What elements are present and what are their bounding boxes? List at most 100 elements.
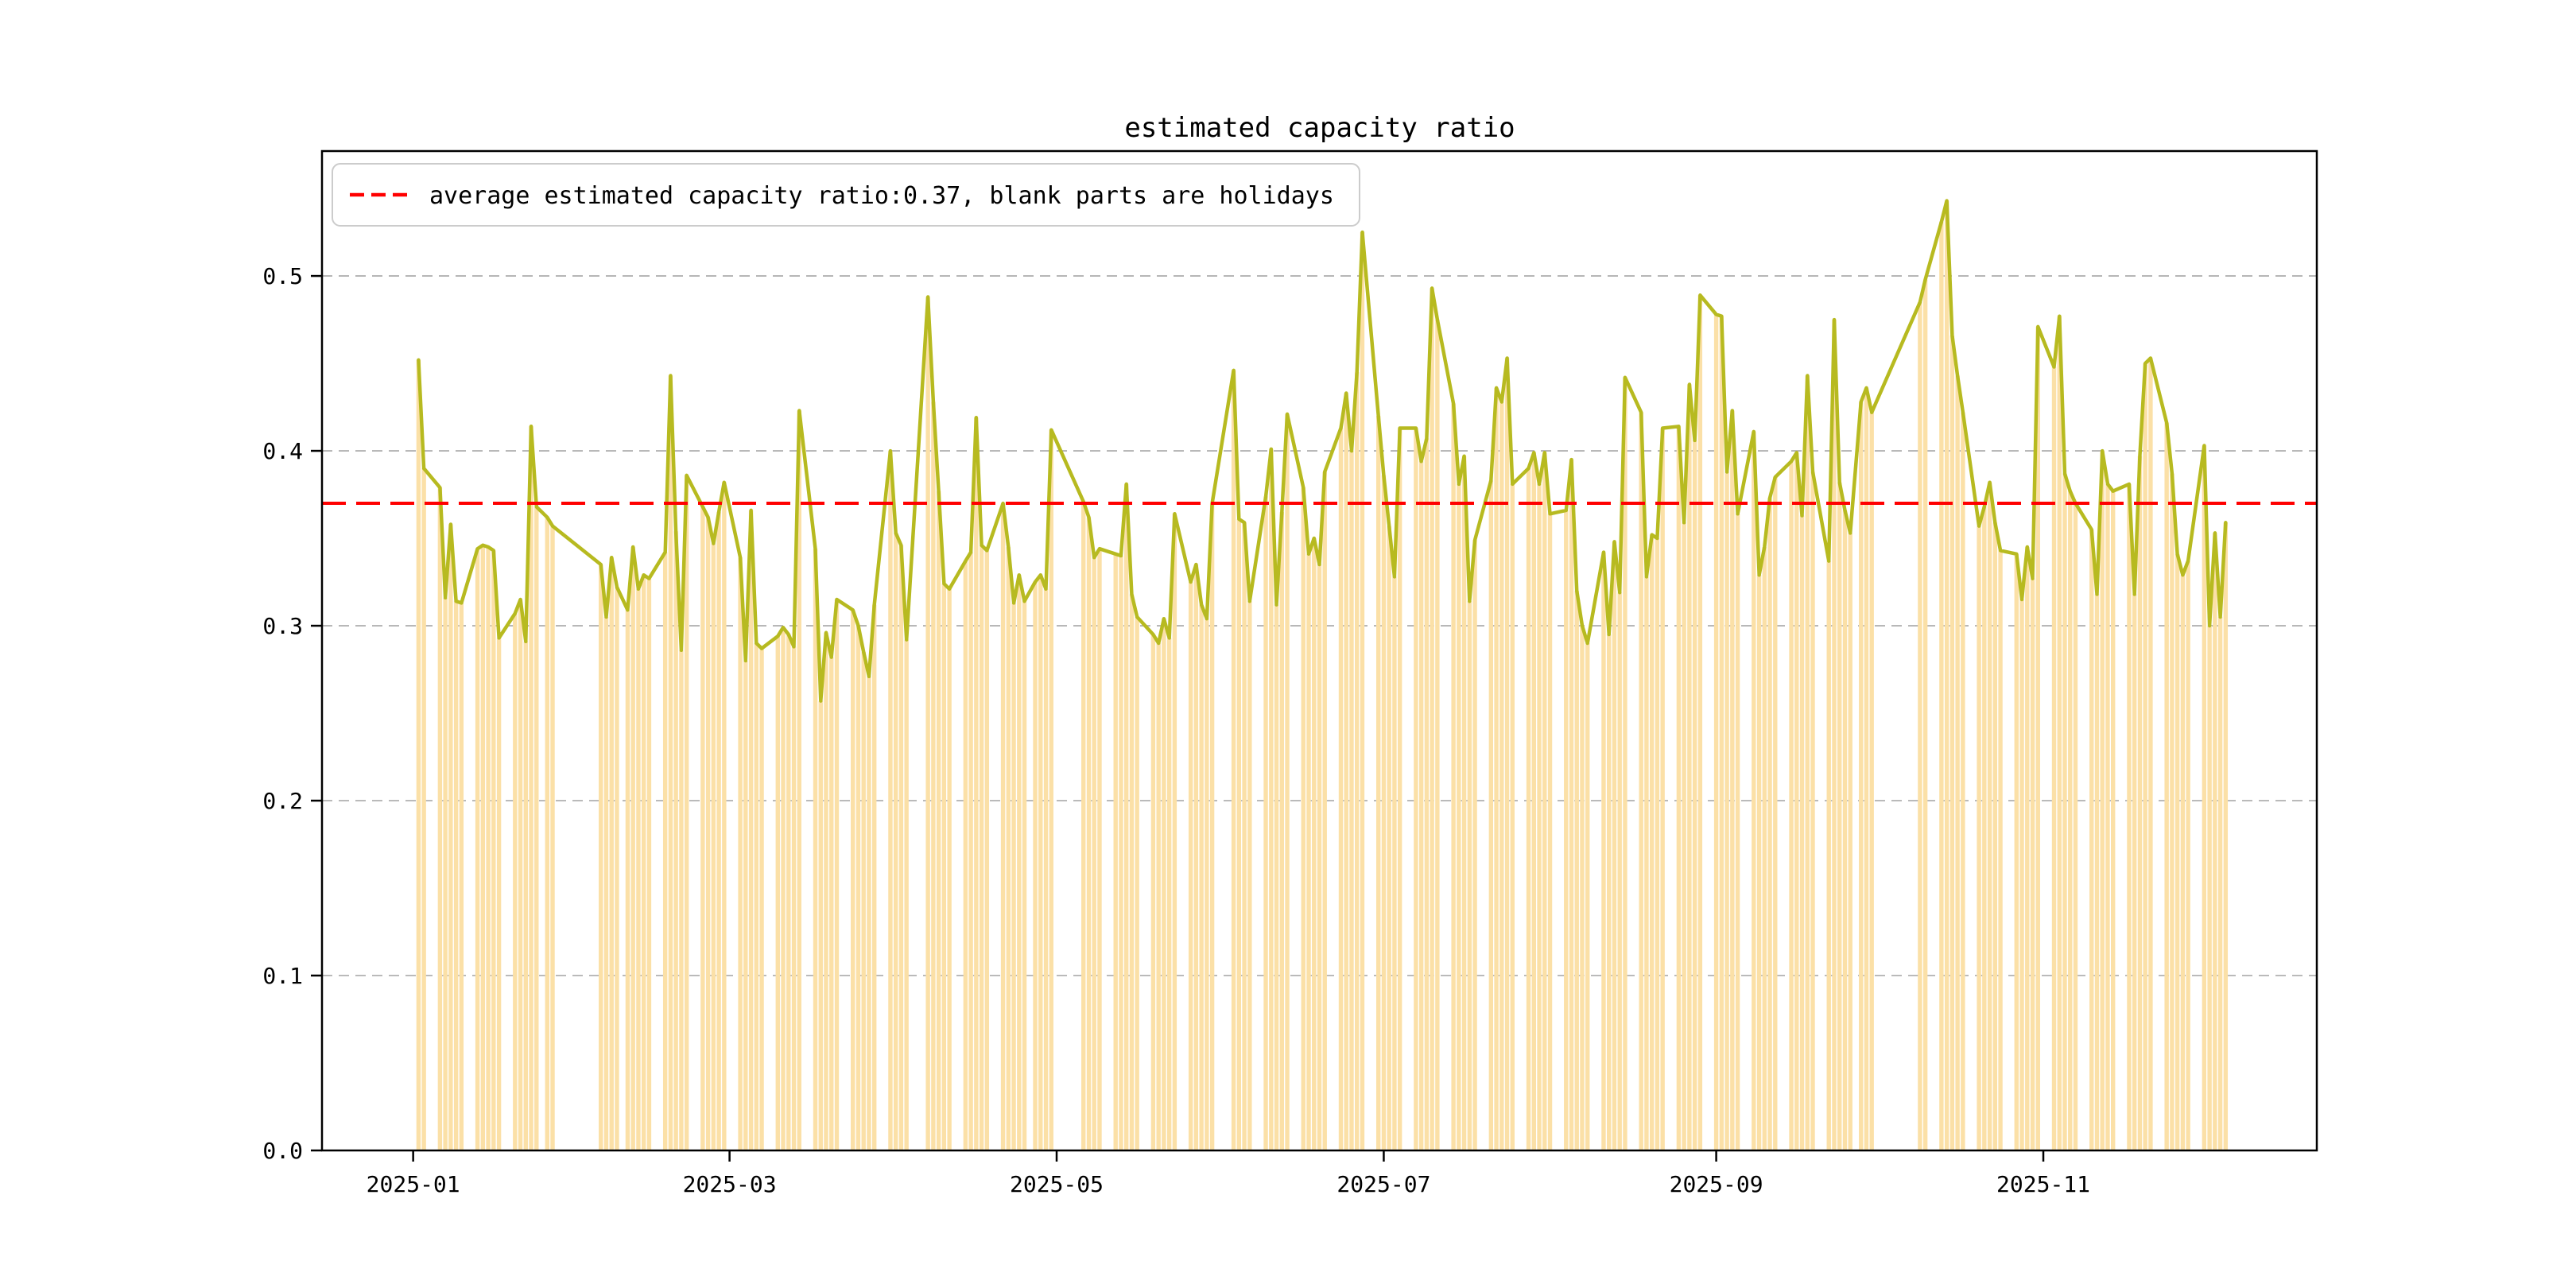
y-tick-label: 0.0 [262, 1138, 303, 1164]
legend: average estimated capacity ratio:0.37, b… [332, 163, 1360, 227]
workday-bar [2051, 367, 2057, 1150]
workday-bar [759, 648, 764, 1150]
workday-bar [1092, 557, 1096, 1150]
workday-bar [1123, 483, 1129, 1150]
workday-bar [2019, 599, 2024, 1150]
workday-bar [1242, 522, 1247, 1150]
workday-bar [1247, 601, 1252, 1150]
workday-bar [775, 636, 780, 1150]
workday-bar [2111, 491, 2116, 1150]
workday-bar [1789, 461, 1794, 1150]
workday-bar [480, 545, 486, 1150]
workday-bar [861, 652, 866, 1150]
axes-spines [320, 149, 2318, 1152]
workday-bar [486, 547, 491, 1150]
workday-bar [871, 604, 877, 1150]
workday-bar [1939, 221, 1944, 1151]
workday-bar [700, 506, 705, 1150]
workday-bar [1397, 428, 1402, 1150]
workday-bar [791, 646, 797, 1150]
workday-bar [1236, 518, 1242, 1150]
workday-bar [1011, 603, 1016, 1150]
workday-bar [662, 552, 668, 1150]
workday-bar [1730, 410, 1735, 1150]
workday-bar [705, 517, 711, 1150]
workday-bar [2180, 575, 2186, 1150]
workday-bar [1848, 533, 1852, 1150]
workday-bar [941, 584, 947, 1150]
workday-bar [1113, 553, 1118, 1150]
workday-bar [1199, 604, 1204, 1150]
workday-bar [1461, 456, 1467, 1150]
x-tick-label: 2025-09 [1670, 1171, 1763, 1197]
workday-bar [1649, 534, 1655, 1150]
workday-bar [1451, 403, 1456, 1150]
workday-bar [1209, 503, 1215, 1150]
workday-bar [673, 531, 678, 1150]
workday-bar [904, 639, 909, 1150]
workday-bar [931, 402, 936, 1150]
workday-bar [2105, 483, 2110, 1150]
workday-bar [743, 661, 748, 1150]
holiday-workday-bars-group [416, 200, 2229, 1151]
workday-bar [1719, 316, 1724, 1151]
workday-bar [1987, 482, 1992, 1150]
workday-bar [1338, 428, 1344, 1150]
workday-bar [1724, 471, 1729, 1150]
workday-bar [529, 426, 533, 1150]
workday-bar [2127, 483, 2132, 1150]
workday-bar [2217, 617, 2223, 1150]
workday-bar [1612, 541, 1617, 1150]
workday-bar [2143, 363, 2147, 1150]
workday-bar [1585, 643, 1590, 1150]
workday-bar [851, 610, 855, 1150]
workday-bar [786, 634, 791, 1150]
workday-bar [2148, 358, 2153, 1151]
workday-bar [1569, 460, 1574, 1150]
workday-bar [1644, 576, 1649, 1150]
x-tick-label: 2025-11 [1996, 1171, 2090, 1197]
workday-bar [947, 588, 952, 1150]
workday-bar [1360, 232, 1365, 1151]
workday-bar [1504, 358, 1510, 1151]
workday-bar [936, 491, 941, 1150]
workday-bar [716, 512, 721, 1150]
workday-bar [1033, 582, 1038, 1150]
workday-bar [867, 676, 871, 1150]
workday-bar [1955, 375, 1960, 1150]
workday-bar [1097, 549, 1102, 1150]
workday-bar [898, 545, 904, 1150]
workday-bar [925, 297, 930, 1151]
workday-bar [1188, 582, 1193, 1150]
workday-bar [625, 610, 630, 1150]
workday-bar [1607, 634, 1612, 1150]
workday-bar [1049, 429, 1053, 1150]
workday-bar [2014, 553, 2019, 1150]
workday-bar [609, 557, 614, 1150]
workday-bar [2164, 422, 2169, 1150]
workday-bar [1601, 552, 1606, 1150]
workday-bar [1864, 387, 1869, 1150]
workday-bar [984, 550, 990, 1150]
workday-bar [1269, 448, 1274, 1150]
workday-bar [646, 578, 652, 1150]
workday-bar [1992, 522, 1998, 1150]
workday-bar [416, 359, 421, 1150]
workday-bar [1038, 575, 1043, 1150]
workday-bar [1682, 522, 1686, 1150]
workday-bar [2223, 522, 2229, 1150]
workday-bar [1692, 440, 1697, 1150]
workday-bar [1150, 634, 1156, 1150]
workday-bar [1017, 575, 1022, 1150]
workday-bar [1735, 514, 1740, 1150]
workday-bar [2094, 594, 2100, 1150]
workday-bar [1355, 372, 1360, 1150]
workday-bar [1922, 279, 1928, 1150]
workday-bar [523, 641, 528, 1150]
workday-bar [1617, 592, 1622, 1150]
workday-bar [496, 638, 502, 1150]
workday-bar [797, 410, 801, 1150]
workday-bar [1859, 402, 1864, 1150]
capacity-ratio-line [417, 199, 2228, 703]
